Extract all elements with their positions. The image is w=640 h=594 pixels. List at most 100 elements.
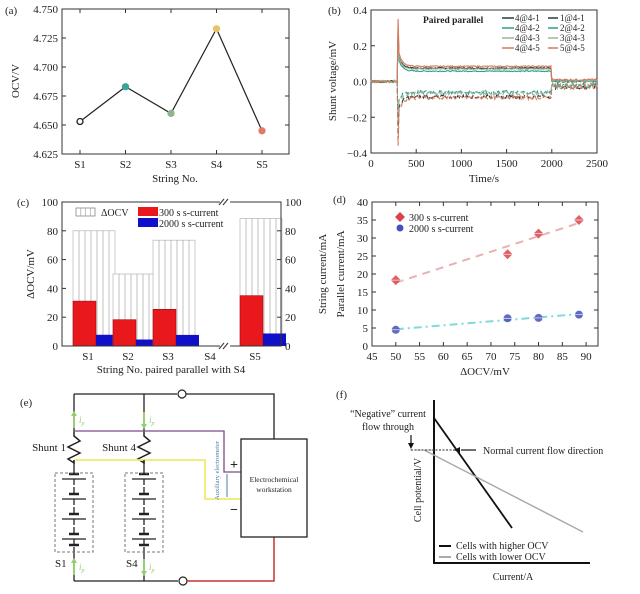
y-tick-label: 25 — [357, 251, 369, 263]
legend-label-1@4-1: 1@4-1 — [560, 13, 585, 23]
axis-break — [218, 198, 230, 350]
up-arrow-icon — [71, 558, 77, 563]
x-tick-label: 70 — [485, 351, 497, 363]
y-tick-label: 4.725 — [33, 33, 58, 45]
panel-b-xlabel: Time/s — [469, 173, 499, 185]
legend-label: 300 s s-current — [409, 213, 469, 224]
legend-label-4@4-1: 4@4-1 — [515, 13, 540, 23]
y-tick-label: 5 — [363, 323, 369, 335]
bar-300s-S1 — [72, 300, 97, 347]
current-label: ip — [149, 415, 155, 427]
panel-e-label: (e) — [20, 397, 33, 409]
bar-2000s-S3 — [176, 334, 199, 346]
series-2@4-2 — [370, 79, 598, 121]
purple-sense-wire — [74, 430, 241, 473]
data-point-S5 — [258, 127, 266, 135]
y-tick-label: 4.750 — [33, 4, 58, 16]
lower-ocv-line — [423, 449, 584, 533]
bottom-terminal — [178, 576, 188, 586]
shunt-1-resistor — [66, 432, 82, 465]
panel-c-ylabel: ΔOCV/mV — [25, 249, 37, 299]
y-tick-label-right: 0 — [285, 341, 291, 353]
panel-a-frame — [61, 8, 290, 155]
current-label: ip — [79, 562, 85, 574]
legend-marker — [395, 212, 405, 222]
data-point — [391, 325, 400, 334]
aux-electrometer-label: Auxiliary electrometer — [214, 440, 221, 500]
bar-2000s-S2 — [136, 339, 159, 346]
y-tick-label: 0 — [363, 341, 369, 353]
legend-label-5@4-5: 5@4-5 — [560, 43, 585, 53]
electrochemical-workstation — [240, 438, 308, 538]
legend-label-3@4-3: 3@4-3 — [560, 33, 585, 43]
data-point-S2 — [121, 83, 130, 91]
y-tick-label: 0.0 — [353, 77, 367, 89]
panel-c-ylabel-right: String current/mA — [317, 234, 329, 314]
legend-docv-label: ΔOCV — [101, 208, 129, 219]
x-tick-label: 80 — [533, 351, 545, 363]
s4-label: S4 — [126, 558, 138, 570]
x-tick-label: 500 — [408, 158, 425, 170]
x-tick-label: S3 — [165, 159, 177, 171]
top-terminal — [177, 389, 187, 399]
current-subscript: p — [151, 421, 155, 427]
y-tick-label: 4.675 — [33, 91, 58, 103]
y-tick-label: 40 — [47, 283, 59, 295]
legend-2000s-swatch — [138, 218, 158, 227]
y-tick-label: 20 — [357, 269, 369, 281]
x-tick-label: S3 — [162, 351, 174, 363]
y-tick-label: 4.625 — [33, 149, 58, 161]
x-tick-label: 2500 — [586, 158, 609, 170]
y-tick-label: 30 — [357, 233, 369, 245]
legend-label-4@4-2: 4@4-2 — [515, 23, 540, 33]
down-arrow-icon — [141, 424, 147, 429]
panel-d: (d) 0 5 10 15 20 25 30 35 40 45 50 55 60 65 70 75 80 85 9… — [333, 194, 599, 378]
y-tick-label-right: 40 — [285, 283, 297, 295]
x-tick-label: 60 — [438, 351, 450, 363]
data-point — [501, 249, 514, 260]
workstation-label-2: workstation — [256, 485, 292, 494]
current-label: ip — [79, 415, 85, 427]
shunt-4-resistor — [136, 432, 152, 465]
x-tick-label: 65 — [462, 351, 474, 363]
data-point-S3 — [167, 109, 175, 118]
x-tick-label: 1000 — [450, 158, 473, 170]
x-tick-label: 45 — [367, 351, 379, 363]
panel-b: (b) −0.4 −0.2 0.0 0.2 0.4 0 500 1000 1500 2000 25… — [327, 5, 609, 185]
workstation-label-1: Electrochemical — [250, 475, 299, 484]
data-point-S4 — [212, 25, 221, 33]
string-s4-box — [124, 472, 164, 553]
x-tick-label: S1 — [82, 351, 94, 363]
bar-300s-S3 — [152, 309, 177, 347]
legend-label-2@4-2: 2@4-2 — [560, 23, 585, 33]
x-tick-label: S2 — [120, 159, 132, 171]
s1-label: S1 — [55, 558, 67, 570]
series-4@4-5 — [370, 18, 598, 84]
y-tick-label: 4.650 — [33, 120, 58, 132]
y-tick-label: 20 — [47, 312, 59, 324]
x-tick-label: S1 — [74, 159, 86, 171]
down-arrow-icon — [141, 571, 147, 576]
left-arrow-icon — [454, 447, 460, 453]
panel-d-ylabel: Parallel current/mA — [335, 230, 347, 317]
x-tick-label: 75 — [509, 351, 521, 363]
y-tick-label: 10 — [357, 305, 369, 317]
data-point — [389, 275, 402, 286]
y-tick-label: 0.4 — [353, 5, 367, 17]
panel-f-axes — [433, 400, 590, 564]
x-tick-label: S4 — [204, 351, 216, 363]
panel-f-xlabel: Current/A — [493, 572, 534, 583]
x-tick-label: 1500 — [496, 158, 519, 170]
series-3@4-3 — [370, 78, 598, 127]
legend-lower-label: Cells with lower OCV — [456, 552, 546, 563]
panel-c-xlabel: String No. paired parallel with S4 — [97, 364, 246, 376]
series-4@4-2 — [370, 31, 598, 84]
legend-label-4@4-5: 4@4-5 — [515, 43, 540, 53]
x-tick-label: S5 — [256, 159, 268, 171]
data-point — [503, 314, 512, 323]
fit-line-0 — [395, 222, 580, 284]
y-tick-label-right: 20 — [285, 312, 297, 324]
x-tick-label: S2 — [122, 351, 134, 363]
